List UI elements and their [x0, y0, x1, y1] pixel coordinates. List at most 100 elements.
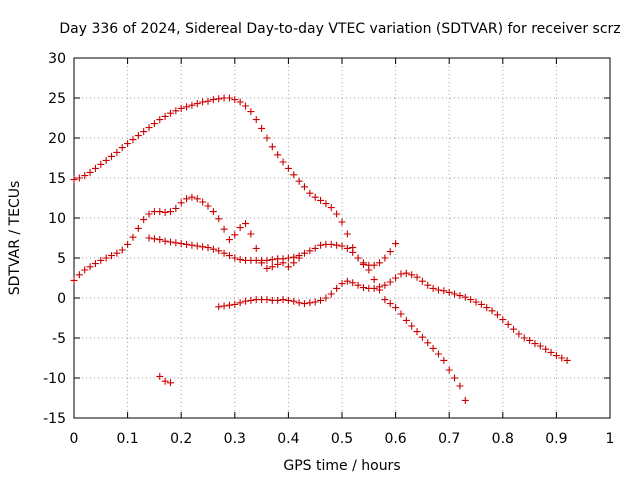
data-point	[225, 236, 233, 244]
data-point	[333, 241, 341, 249]
data-point	[91, 164, 99, 172]
data-point	[327, 204, 335, 212]
chart-title: Day 336 of 2024, Sidereal Day-to-day VTE…	[59, 21, 620, 37]
x-axis-label: GPS time / hours	[283, 458, 400, 474]
y-tick-label: 0	[57, 291, 66, 307]
data-point	[183, 103, 191, 111]
data-point	[279, 255, 287, 263]
data-point	[317, 241, 325, 249]
data-point	[145, 234, 153, 242]
data-point	[247, 108, 255, 116]
data-point	[311, 193, 319, 201]
data-point	[317, 196, 325, 204]
data-point	[263, 264, 271, 272]
data-point	[220, 249, 228, 257]
x-tick-label: 0.6	[384, 431, 406, 447]
data-point	[295, 252, 303, 260]
data-point	[236, 299, 244, 307]
x-tick-label: 0.7	[438, 431, 460, 447]
data-point	[118, 246, 126, 254]
data-point	[434, 286, 442, 294]
data-point	[242, 102, 250, 110]
data-point	[472, 298, 480, 306]
data-point	[402, 269, 410, 277]
data-point	[510, 325, 518, 333]
data-point	[129, 136, 137, 144]
data-point	[451, 290, 459, 298]
data-point	[70, 176, 78, 184]
data-point	[445, 288, 453, 296]
data-point	[161, 208, 169, 216]
data-point	[258, 124, 266, 132]
y-tick-label: -5	[52, 331, 66, 347]
data-point	[408, 322, 416, 330]
data-point	[156, 116, 164, 124]
data-point	[204, 202, 212, 210]
data-point	[322, 200, 330, 208]
data-point	[381, 296, 389, 304]
data-point	[124, 240, 132, 248]
data-point	[204, 97, 212, 105]
data-point	[290, 171, 298, 179]
data-point	[150, 120, 158, 128]
data-point	[424, 339, 432, 347]
data-point	[408, 271, 416, 279]
data-point	[242, 220, 250, 228]
data-point	[231, 231, 239, 239]
data-point	[386, 248, 394, 256]
data-point	[467, 296, 475, 304]
data-point	[108, 152, 116, 160]
data-point	[483, 304, 491, 312]
data-point	[274, 151, 282, 159]
data-point	[300, 183, 308, 191]
data-point	[145, 210, 153, 218]
data-point	[333, 284, 341, 292]
data-point	[343, 277, 351, 285]
data-point	[86, 168, 94, 176]
data-point	[311, 244, 319, 252]
data-point	[263, 256, 271, 264]
data-point	[177, 104, 185, 112]
data-point	[338, 218, 346, 226]
data-point	[204, 244, 212, 252]
data-point	[268, 143, 276, 151]
data-point	[531, 340, 539, 348]
data-point	[172, 204, 180, 212]
data-point	[97, 256, 105, 264]
data-point	[397, 270, 405, 278]
data-point	[177, 199, 185, 207]
data-point	[134, 224, 142, 232]
data-point	[542, 345, 550, 353]
data-point	[236, 256, 244, 264]
data-point	[199, 98, 207, 106]
data-point	[290, 253, 298, 261]
data-point	[327, 240, 335, 248]
data-point	[225, 252, 233, 260]
data-point	[327, 290, 335, 298]
data-point	[215, 95, 223, 103]
data-point	[113, 148, 121, 156]
y-tick-label: 20	[48, 131, 66, 147]
x-tick-label: 1	[606, 431, 615, 447]
y-tick-label: -15	[43, 411, 66, 427]
data-point	[118, 144, 126, 152]
x-tick-label: 0.8	[492, 431, 514, 447]
data-point	[306, 247, 314, 255]
data-point	[102, 156, 110, 164]
data-point	[81, 172, 89, 180]
data-point	[354, 281, 362, 289]
data-point	[188, 241, 196, 249]
data-point	[209, 96, 217, 104]
y-tick-label: 10	[48, 211, 66, 227]
data-point	[317, 296, 325, 304]
data-point	[161, 112, 169, 120]
data-point	[215, 303, 223, 311]
data-point	[552, 352, 560, 360]
x-tick-label: 0.2	[170, 431, 192, 447]
data-point	[188, 193, 196, 201]
data-point	[424, 281, 432, 289]
data-point	[86, 263, 94, 271]
data-point	[70, 276, 78, 284]
data-point	[359, 259, 367, 267]
